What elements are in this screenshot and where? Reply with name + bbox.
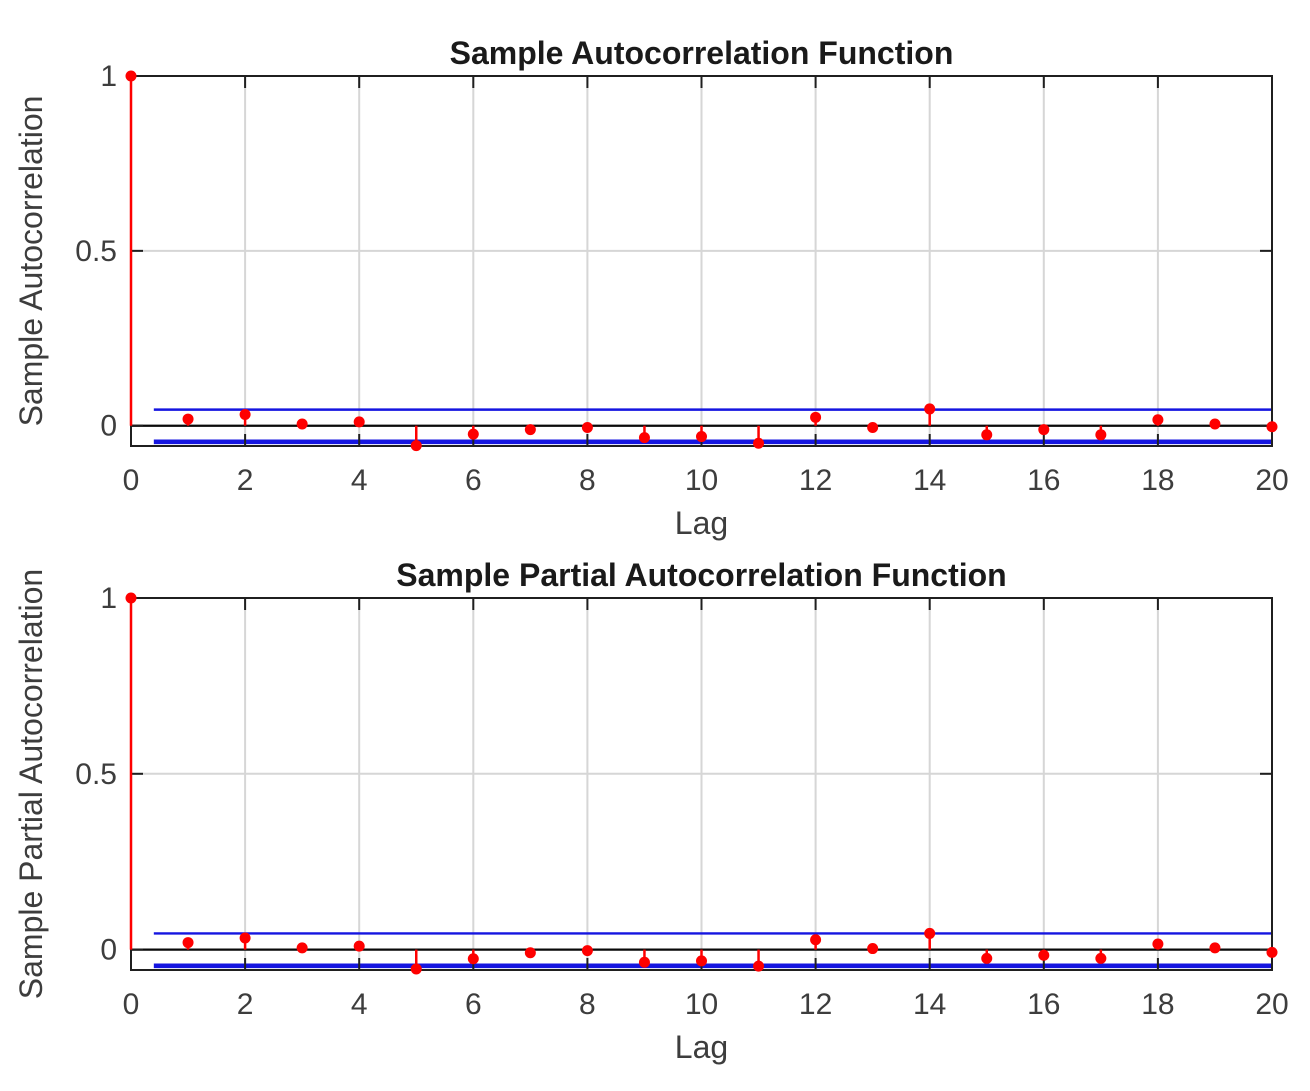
- acf-xtick-label: 10: [685, 464, 718, 497]
- acf-stem-marker: [1152, 414, 1164, 426]
- acf-xtick-label: 2: [237, 464, 254, 497]
- acf-stem-marker: [867, 421, 879, 433]
- acf-xtick-label: 12: [799, 464, 832, 497]
- acf-ytick-label: 1: [100, 60, 117, 93]
- acf-xtick-label: 20: [1255, 464, 1288, 497]
- acf-stem-marker: [810, 411, 822, 423]
- pacf-stem-marker: [1152, 938, 1164, 950]
- pacf-ylabel: Sample Partial Autocorrelation: [13, 569, 49, 999]
- pacf-stem-marker: [638, 956, 650, 968]
- pacf-stem-marker: [1209, 942, 1221, 954]
- pacf-stem-marker: [753, 960, 765, 972]
- pacf-xtick-label: 18: [1141, 988, 1174, 1021]
- acf-panel: 0 2 4 6 8 10 12 14 16 18 20 0 0.5 1 Sample Autocorrela…: [13, 35, 1289, 541]
- pacf-stem-marker: [1038, 949, 1050, 961]
- pacf-stem-marker: [467, 953, 479, 965]
- pacf-stem-marker: [296, 942, 308, 954]
- acf-xlabel: Lag: [675, 505, 728, 541]
- pacf-xlabel: Lag: [675, 1029, 728, 1065]
- acf-stem-marker: [1209, 418, 1221, 430]
- acf-stem-marker: [1038, 424, 1050, 436]
- pacf-stem-marker: [924, 927, 936, 939]
- pacf-xtick-label: 16: [1027, 988, 1060, 1021]
- acf-xtick-label: 4: [351, 464, 368, 497]
- pacf-stem-marker: [182, 937, 194, 949]
- pacf-stem-marker: [125, 592, 137, 604]
- acf-stem-marker: [981, 429, 993, 441]
- acf-xtick-label: 0: [123, 464, 140, 497]
- pacf-xtick-label: 12: [799, 988, 832, 1021]
- acf-ytick-label: 0: [100, 410, 117, 443]
- acf-stem-marker: [296, 418, 308, 430]
- pacf-ytick-label: 0.5: [75, 758, 117, 791]
- pacf-stem-marker: [810, 934, 822, 946]
- pacf-xtick-label: 4: [351, 988, 368, 1021]
- pacf-stem-marker: [1266, 946, 1278, 958]
- acf-stem-marker: [924, 403, 936, 415]
- acf-stem-marker: [524, 424, 536, 436]
- pacf-xtick-label: 0: [123, 988, 140, 1021]
- acf-xtick-label: 14: [913, 464, 946, 497]
- pacf-stem-marker: [981, 952, 993, 964]
- acf-stem-marker: [125, 70, 137, 82]
- pacf-stem-marker: [239, 932, 251, 944]
- pacf-stem-marker: [410, 963, 422, 975]
- acf-stem-marker: [753, 437, 765, 449]
- acf-stem-marker: [1266, 421, 1278, 433]
- pacf-xtick-label: 10: [685, 988, 718, 1021]
- pacf-stem-marker: [867, 943, 879, 955]
- pacf-panel: 0 2 4 6 8 10 12 14 16 18 20 0 0.5 1 Sample Partial Aut…: [13, 557, 1289, 1065]
- acf-xtick-label: 8: [579, 464, 596, 497]
- acf-ylabel: Sample Autocorrelation: [13, 96, 49, 427]
- pacf-stem-marker: [696, 955, 707, 967]
- pacf-ytick-label: 0: [100, 934, 117, 967]
- acf-stem-marker: [467, 428, 479, 440]
- pacf-stem-marker: [524, 947, 536, 959]
- acf-stem-marker: [353, 416, 365, 428]
- acf-stem-marker: [638, 432, 650, 444]
- acf-stem-marker: [1095, 429, 1107, 441]
- acf-title: Sample Autocorrelation Function: [450, 35, 954, 71]
- pacf-xtick-label: 8: [579, 988, 596, 1021]
- acf-stem-marker: [410, 440, 422, 452]
- acf-stem-marker: [581, 421, 593, 433]
- acf-xtick-label: 6: [465, 464, 482, 497]
- pacf-ytick-label: 1: [100, 582, 117, 615]
- pacf-stem-marker: [581, 945, 593, 957]
- pacf-title: Sample Partial Autocorrelation Function: [396, 557, 1006, 593]
- acf-xtick-label: 16: [1027, 464, 1060, 497]
- pacf-xtick-label: 20: [1255, 988, 1288, 1021]
- pacf-xtick-label: 2: [237, 988, 254, 1021]
- acf-stem-marker: [239, 409, 251, 421]
- pacf-xtick-label: 14: [913, 988, 946, 1021]
- pacf-xtick-label: 6: [465, 988, 482, 1021]
- acf-xtick-label: 18: [1141, 464, 1174, 497]
- acf-ytick-label: 0.5: [75, 235, 117, 268]
- acf-stem-marker: [696, 431, 707, 443]
- acf-stem-marker: [182, 413, 194, 425]
- pacf-stem-marker: [1095, 952, 1107, 964]
- pacf-stem-marker: [353, 940, 365, 952]
